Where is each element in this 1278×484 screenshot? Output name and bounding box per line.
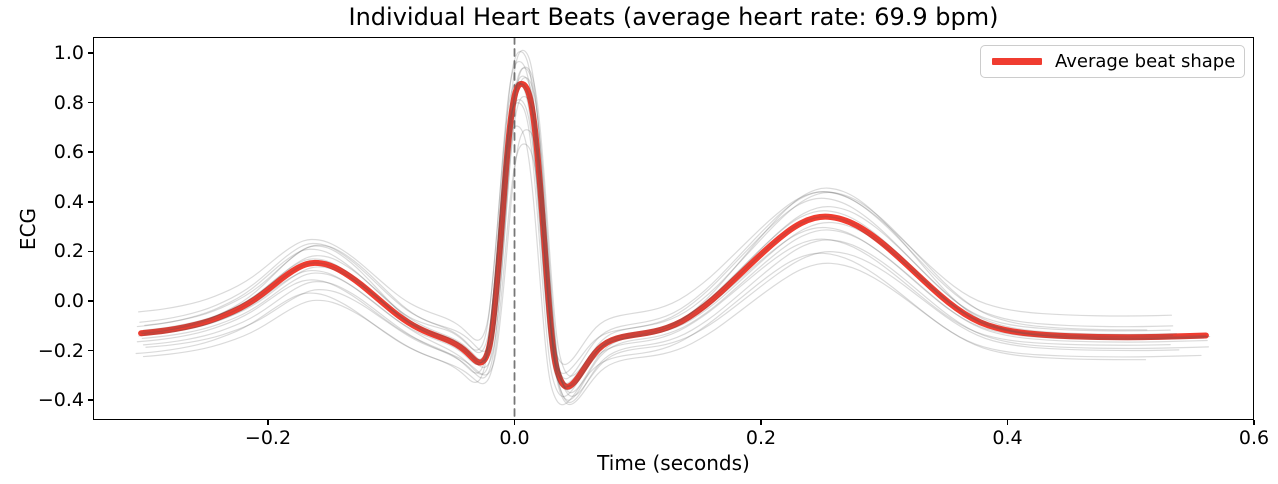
y-tick-mark	[88, 250, 93, 253]
x-tick-mark	[513, 420, 516, 425]
x-tick-mark	[1006, 420, 1009, 425]
y-tick-label: 0.4	[53, 190, 84, 213]
y-tick-label: 0.2	[53, 240, 84, 263]
y-tick-label: −0.4	[37, 389, 84, 412]
y-tick-label: 1.0	[53, 42, 84, 65]
y-tick-mark	[88, 101, 93, 104]
legend: Average beat shape	[980, 45, 1245, 78]
legend-label: Average beat shape	[1055, 50, 1236, 72]
y-tick-label: 0.0	[53, 290, 84, 312]
x-tick-label: 0.0	[499, 427, 530, 449]
y-tick-mark	[88, 201, 93, 203]
x-tick-label: 0.4	[992, 427, 1023, 449]
y-tick-label: 0.6	[53, 141, 84, 164]
y-tick-label: −0.2	[37, 339, 84, 362]
legend-line-swatch	[992, 58, 1042, 65]
y-tick-mark	[88, 52, 93, 54]
y-tick-mark	[88, 399, 93, 401]
x-tick-label: 0.6	[1238, 427, 1270, 449]
y-tick-mark	[88, 300, 93, 302]
x-tick-mark	[1253, 420, 1255, 425]
plot-area	[93, 37, 1254, 420]
x-tick-mark	[267, 420, 269, 425]
x-tick-label: 0.2	[745, 427, 777, 449]
y-tick-mark	[88, 349, 93, 352]
y-tick-label: 0.8	[53, 91, 84, 114]
chart-title: Individual Heart Beats (average heart ra…	[348, 3, 999, 31]
y-tick-mark	[88, 151, 93, 154]
x-axis-label: Time (seconds)	[597, 451, 750, 475]
x-tick-label: −0.2	[244, 427, 292, 449]
x-tick-mark	[760, 420, 762, 425]
